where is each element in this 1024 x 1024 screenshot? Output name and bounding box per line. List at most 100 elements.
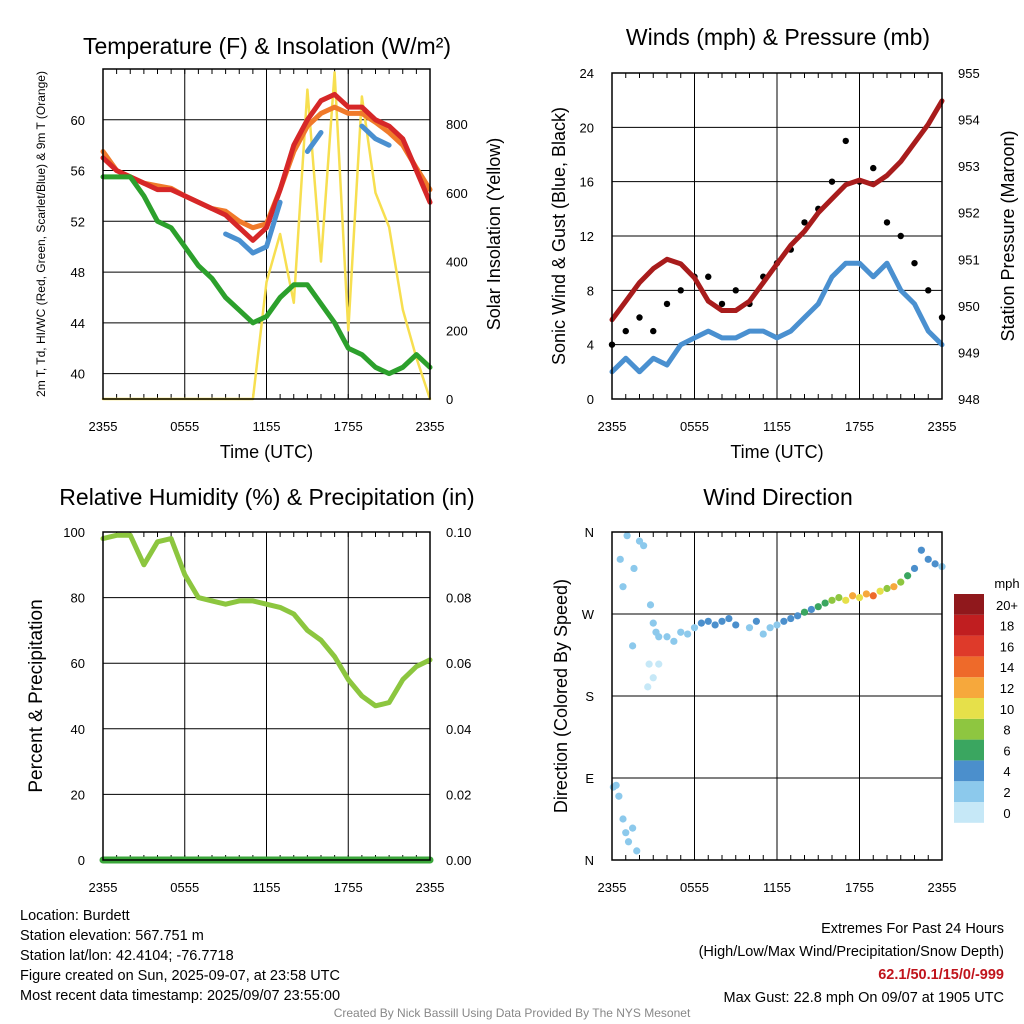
y-tick-label: 52 — [71, 214, 85, 229]
y2-tick-label: 951 — [958, 252, 980, 267]
y-tick-label: 20 — [71, 787, 85, 802]
y-tick-label: 100 — [63, 525, 85, 540]
colorbar-label: 12 — [1000, 681, 1014, 696]
colorbar-label: 6 — [1003, 743, 1010, 758]
colorbar-swatch — [954, 760, 984, 782]
series-2m-t — [100, 91, 433, 243]
direction-point — [766, 624, 774, 632]
y-tick-label: 40 — [71, 722, 85, 737]
y-tick-label: 12 — [580, 229, 594, 244]
direction-point — [704, 617, 712, 625]
chart-panel-1 — [100, 68, 433, 401]
series-sonic-wind — [609, 260, 945, 375]
y-tick-label: S — [585, 689, 594, 704]
y2-tick-label: 954 — [958, 113, 980, 128]
colorbar-label: 8 — [1003, 723, 1010, 738]
direction-point — [640, 542, 648, 550]
direction-point — [629, 824, 637, 832]
y-tick-label: 8 — [587, 283, 594, 298]
direction-point — [855, 594, 864, 602]
y-tick-label: 60 — [71, 656, 85, 671]
plot-frame — [611, 72, 943, 400]
series-hi-wc — [223, 123, 392, 256]
direction-point — [897, 578, 905, 586]
gust-point — [897, 232, 904, 240]
elevation-text: Station elevation: 567.751 m — [20, 928, 204, 944]
y2-tick-label: 0 — [446, 392, 453, 407]
y-tick-label: 80 — [71, 591, 85, 606]
direction-point — [616, 555, 624, 563]
x-tick-label: 0555 — [170, 419, 199, 434]
y2-tick-label: 0.00 — [446, 853, 471, 868]
direction-point — [773, 621, 781, 629]
extremes-title: Extremes For Past 24 Hours — [821, 921, 1004, 937]
extremes-subtitle: (High/Low/Max Wind/Precipitation/Snow De… — [698, 944, 1004, 960]
gust-point — [911, 259, 918, 267]
direction-point — [732, 621, 740, 629]
y2-axis-label: Solar Insolation (Yellow) — [484, 138, 504, 330]
direction-point — [780, 617, 788, 625]
y-axis-label: 2m T, Td, HI/WC (Red, Green, Scarlet/Blu… — [34, 71, 48, 397]
direction-point — [828, 596, 836, 604]
direction-point — [814, 603, 822, 611]
direction-point — [842, 596, 850, 604]
direction-point — [655, 660, 663, 668]
extremes-values: 62.1/50.1/15/0/-999 — [878, 967, 1004, 983]
colorbar-title: mph — [994, 576, 1019, 591]
chart-panel-4 — [609, 531, 984, 861]
y-tick-label: 20 — [580, 120, 594, 135]
extremes-box: Extremes For Past 24 Hours (High/Low/Max… — [699, 918, 1004, 1010]
direction-point — [649, 674, 657, 682]
x-tick-label: 0555 — [170, 880, 199, 895]
y2-tick-label: 953 — [958, 159, 980, 174]
direction-point — [752, 617, 760, 625]
y-tick-label: 16 — [580, 175, 594, 190]
y2-tick-label: 0.10 — [446, 525, 471, 540]
gust-point — [842, 137, 849, 145]
x-tick-label: 1755 — [845, 880, 874, 895]
chart-title: Temperature (F) & Insolation (W/m²) — [83, 33, 451, 59]
y-axis-label: Direction (Colored By Speed) — [551, 579, 571, 813]
direction-point — [622, 829, 630, 837]
gust-point — [650, 327, 657, 335]
direction-point — [711, 621, 719, 629]
latlon-text: Station lat/lon: 42.4104; -76.7718 — [20, 948, 234, 964]
colorbar-label: 18 — [1000, 619, 1014, 634]
direction-point — [759, 630, 767, 638]
y2-axis-label: Station Pressure (Maroon) — [998, 130, 1018, 341]
y-tick-label: 0 — [78, 853, 85, 868]
direction-point — [670, 637, 678, 645]
x-tick-label: 1755 — [334, 880, 363, 895]
direction-point — [910, 564, 919, 573]
direction-point — [787, 614, 795, 623]
y2-tick-label: 0.06 — [446, 656, 471, 671]
x-tick-label: 0555 — [680, 880, 709, 895]
x-tick-label: 1155 — [763, 419, 791, 434]
y2-tick-label: 0.02 — [446, 787, 471, 802]
plot-frame — [102, 531, 431, 861]
x-tick-label: 1755 — [845, 419, 874, 434]
direction-point — [931, 560, 939, 568]
y-tick-label: N — [585, 525, 594, 540]
colorbar-label: 2 — [1003, 785, 1010, 800]
direction-point — [890, 583, 898, 591]
direction-point — [630, 564, 638, 573]
direction-point — [655, 633, 663, 641]
direction-point — [677, 628, 685, 636]
station-info: Location: Burdett Station elevation: 567… — [20, 906, 340, 1006]
direction-point — [835, 594, 843, 602]
y2-tick-label: 950 — [958, 299, 980, 314]
direction-point — [649, 619, 657, 627]
direction-point — [807, 605, 815, 614]
direction-point — [869, 592, 877, 600]
direction-point — [684, 630, 692, 638]
x-tick-label: 2355 — [598, 419, 627, 434]
y2-tick-label: 955 — [958, 66, 980, 81]
direction-point — [924, 555, 932, 563]
y2-tick-label: 600 — [446, 186, 468, 201]
chart-panel-2 — [608, 72, 946, 400]
max-gust-text: Max Gust: 22.8 mph On 09/07 at 1905 UTC — [723, 990, 1004, 1006]
direction-point — [633, 847, 641, 855]
direction-point — [623, 532, 631, 540]
